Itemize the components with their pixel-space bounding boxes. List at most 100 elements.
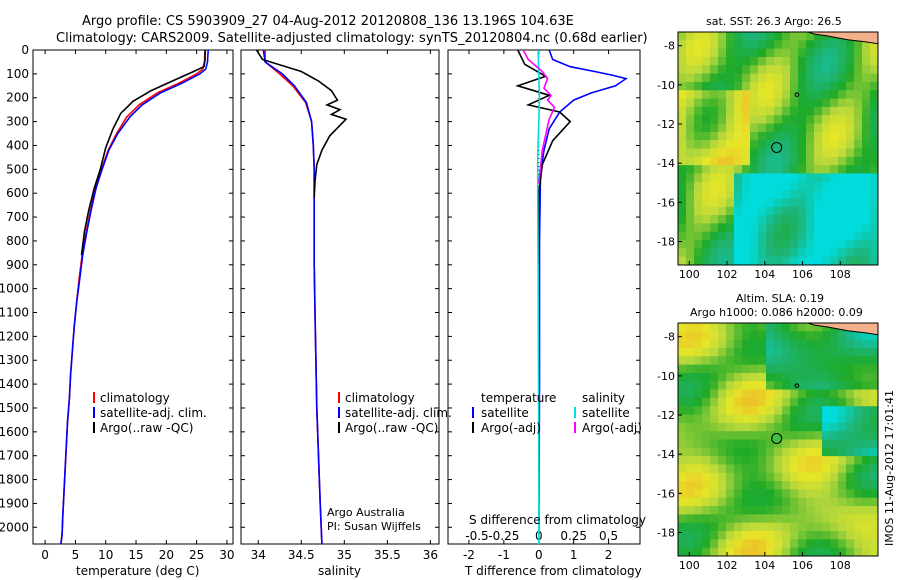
- map-cell: [846, 223, 855, 233]
- map-cell: [782, 347, 791, 357]
- map-cell: [790, 215, 799, 224]
- map-cell: [862, 331, 871, 341]
- map-cell: [686, 323, 695, 332]
- map-cell: [782, 140, 791, 149]
- map-cell: [862, 506, 871, 515]
- map-cell: [718, 173, 727, 183]
- map-frame: [677, 322, 879, 557]
- island-marker: [794, 383, 800, 388]
- map-cell: [686, 447, 695, 457]
- map-cell: [758, 206, 767, 216]
- map-cell: [806, 422, 815, 432]
- map-cell: [790, 123, 799, 133]
- y-tick-label: 300: [6, 115, 29, 129]
- x-tick-label: 30: [219, 548, 234, 562]
- map-cell: [774, 173, 783, 183]
- map-cell: [678, 165, 687, 174]
- map-cell: [726, 547, 735, 557]
- map-cell: [782, 56, 791, 66]
- map-cell: [710, 531, 719, 540]
- map-cell: [686, 506, 695, 515]
- map-cell: [678, 489, 687, 499]
- map-cell: [814, 198, 823, 208]
- map-cell: [750, 190, 759, 199]
- map-cell: [734, 506, 743, 515]
- map-cell: [790, 131, 799, 141]
- map-cell: [862, 497, 871, 507]
- map-cell: [830, 406, 839, 416]
- map-cell: [766, 198, 775, 208]
- map-cell: [718, 389, 727, 399]
- map-cell: [766, 131, 775, 141]
- x-tick-label: 10: [98, 548, 113, 562]
- legend-label-argo: Argo(..raw -QC): [100, 421, 193, 435]
- map-cell: [694, 364, 703, 374]
- map-cell: [694, 372, 703, 382]
- legend-label-argo: Argo(..raw -QC): [345, 421, 438, 435]
- map-cell: [766, 514, 775, 524]
- map-cell: [726, 364, 735, 374]
- map-cell: [822, 40, 831, 50]
- map-cell: [766, 90, 775, 100]
- map-cell: [814, 481, 823, 490]
- map-cell: [846, 464, 855, 474]
- map-cell: [854, 539, 863, 549]
- map-cell: [734, 439, 743, 449]
- map-cell: [822, 256, 831, 266]
- map-cell: [750, 531, 759, 540]
- map-cell: [750, 364, 759, 374]
- map-cell: [734, 339, 743, 349]
- map-cell: [790, 40, 799, 50]
- map-cell: [774, 240, 783, 249]
- map-cell: [830, 40, 839, 50]
- map-cell: [870, 148, 879, 158]
- x-tick-label: -2: [463, 548, 475, 562]
- map-cell: [798, 181, 807, 191]
- map-cell: [822, 472, 831, 482]
- map-cell: [750, 140, 759, 149]
- map-cell: [870, 173, 879, 183]
- map-cell: [774, 506, 783, 515]
- map-cell: [718, 464, 727, 474]
- map-y-tick-label: -8: [664, 331, 675, 344]
- map-cell: [862, 397, 871, 407]
- map-cell: [862, 489, 871, 499]
- map-cell: [870, 115, 879, 125]
- map-cell: [758, 339, 767, 349]
- map-cell: [830, 90, 839, 100]
- map-cell: [790, 356, 799, 366]
- map-cell: [782, 539, 791, 549]
- map-cell: [686, 90, 695, 100]
- map-cell: [822, 98, 831, 108]
- map-cell: [774, 223, 783, 233]
- map-cell: [782, 422, 791, 432]
- map-cell: [766, 106, 775, 116]
- map-cell: [830, 339, 839, 349]
- map-cell: [694, 198, 703, 208]
- map-cell: [838, 539, 847, 549]
- map-cell: [718, 431, 727, 440]
- map-cell: [678, 223, 687, 233]
- map-cell: [798, 339, 807, 349]
- map-cell: [766, 456, 775, 465]
- map-cell: [814, 256, 823, 266]
- map-cell: [822, 165, 831, 174]
- map-cell: [702, 531, 711, 540]
- map-cell: [742, 256, 751, 266]
- map-cell: [798, 231, 807, 241]
- map-cell: [814, 439, 823, 449]
- map-cell: [734, 422, 743, 432]
- map-cell: [766, 481, 775, 490]
- map-cell: [702, 539, 711, 549]
- series-line: [264, 50, 323, 545]
- map-cell: [838, 456, 847, 465]
- map-cell: [694, 90, 703, 100]
- map-cell: [726, 206, 735, 216]
- map-cell: [758, 522, 767, 532]
- map-cell: [798, 347, 807, 357]
- map-cell: [806, 514, 815, 524]
- map-cell: [758, 65, 767, 75]
- map-cell: [726, 539, 735, 549]
- map-cell: [718, 481, 727, 490]
- map-cell: [846, 539, 855, 549]
